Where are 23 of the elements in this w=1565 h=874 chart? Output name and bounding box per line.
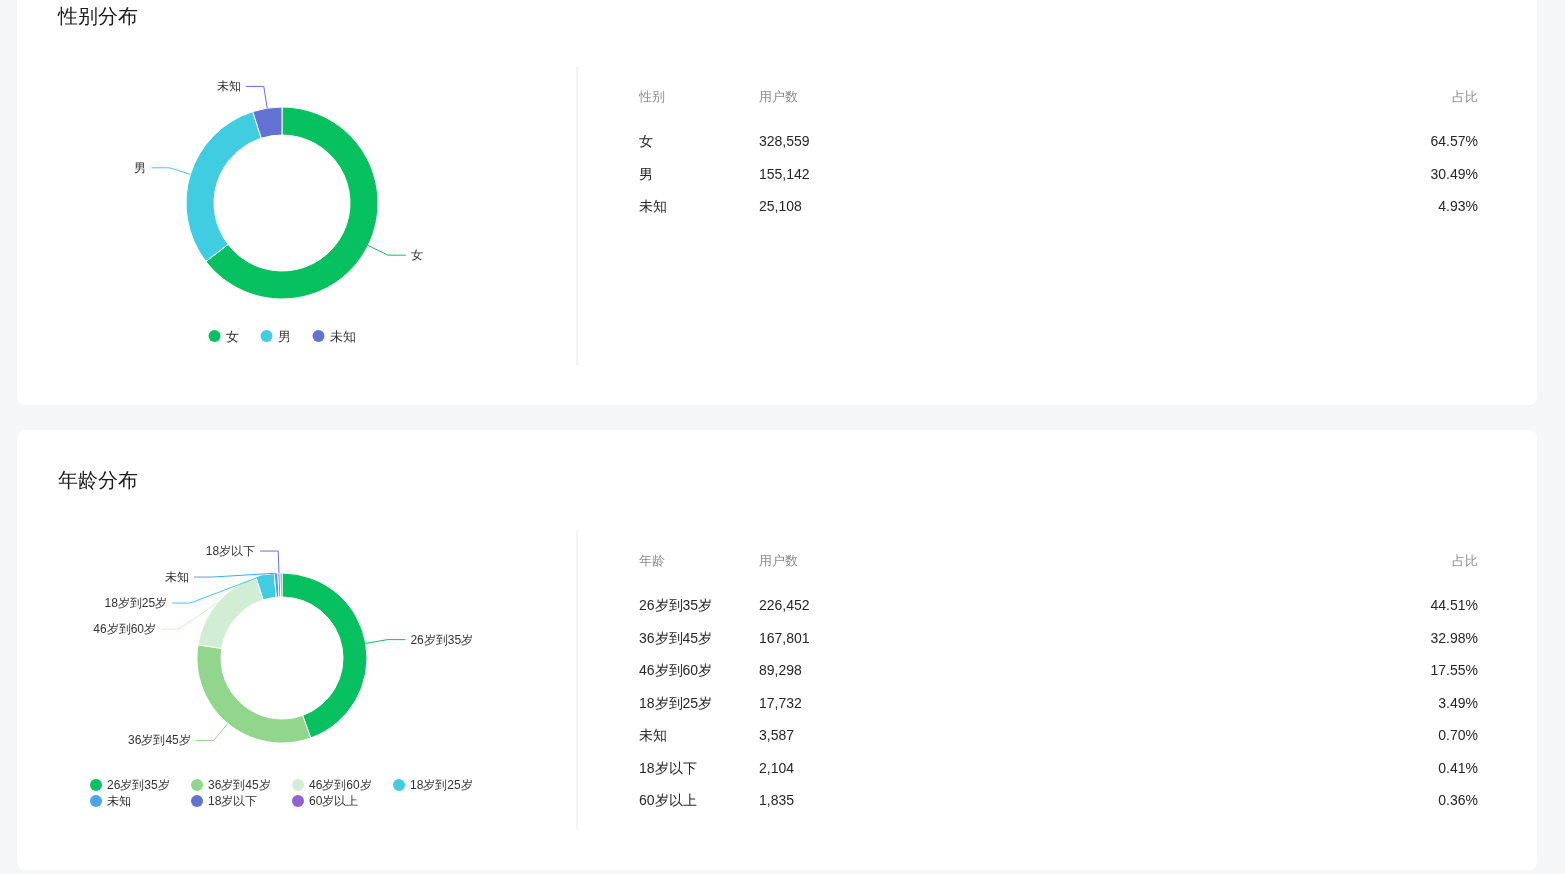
slice-label: 18岁以下 xyxy=(205,544,256,559)
legend-label: 46岁到60岁 xyxy=(309,778,372,792)
legend-label: 26岁到35岁 xyxy=(107,778,170,792)
slice-label: 46岁到60岁 xyxy=(93,622,156,637)
chart-title: 年龄分布 xyxy=(58,469,138,491)
slice-label: 男 xyxy=(134,160,147,175)
legend-label: 男 xyxy=(277,328,291,344)
slice-label: 18岁到25岁 xyxy=(104,596,168,611)
chart-title: 性别分布 xyxy=(57,5,138,27)
table: 性别 用户数 占比 328,559 64.57% 155,142 30.49% 25,108 4.93% 女 男 未知 xyxy=(639,88,1478,214)
legend-label: 18岁到25岁 xyxy=(410,778,473,792)
slice-label: 未知 xyxy=(216,79,241,94)
slice-label: 36岁到45岁 xyxy=(128,733,191,748)
legend-label: 60岁以上 xyxy=(309,794,359,808)
slice-label: 26岁到35岁 xyxy=(410,632,474,647)
legend-label: 36岁到45岁 xyxy=(208,778,271,792)
legend-label: 18岁以下 xyxy=(208,794,258,808)
slice-label: 未知 xyxy=(165,570,190,585)
legend-label: 未知 xyxy=(107,794,131,808)
legend-label: 未知 xyxy=(329,328,356,344)
slice-label: 女 xyxy=(410,248,423,263)
table: 年龄 用户数 占比 226,452 44.51% 167,801 32.98% 89,298 17.55% 17,732 3.49% 3,587 0.70% 2,104 0.41% 1,835 0.36% 26岁到35岁 36岁到45岁 46岁到60岁 18岁到25岁 未知 18岁以下 60岁以上 xyxy=(639,552,1478,808)
legend-label: 女 xyxy=(225,328,239,344)
